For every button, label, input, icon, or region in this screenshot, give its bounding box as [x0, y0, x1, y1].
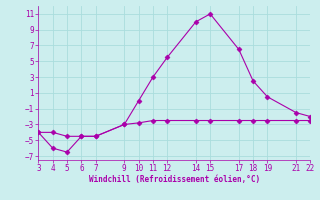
X-axis label: Windchill (Refroidissement éolien,°C): Windchill (Refroidissement éolien,°C) [89, 175, 260, 184]
